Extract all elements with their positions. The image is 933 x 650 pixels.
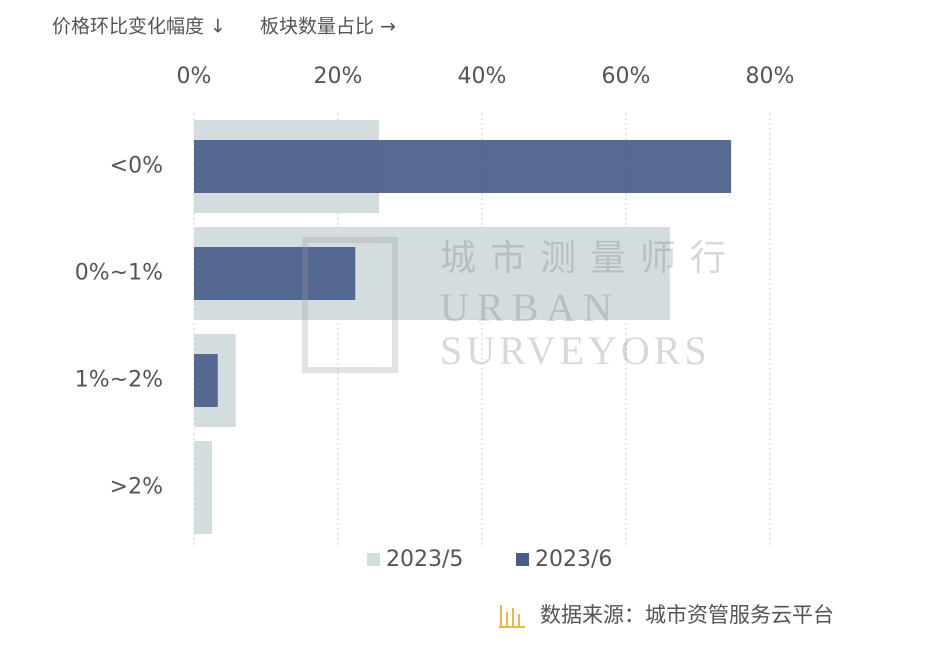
y-axis-note: 价格环比变化幅度 ↓	[52, 16, 226, 38]
x-tick-label: 80%	[746, 64, 795, 89]
y-tick-label: >2%	[110, 475, 163, 500]
bar	[194, 140, 732, 193]
watermark-en: URBAN	[440, 285, 620, 330]
legend-swatch	[516, 553, 529, 566]
x-axis-note: 板块数量占比 →	[260, 16, 396, 38]
legend-label: 2023/5	[386, 547, 463, 572]
y-tick-label: 1%~2%	[75, 368, 163, 393]
y-tick-label: 0%~1%	[75, 261, 163, 286]
x-tick-label: 60%	[602, 64, 651, 89]
bar	[194, 247, 356, 300]
legend-label: 2023/6	[535, 547, 612, 572]
bar	[194, 441, 212, 534]
source: 数据来源：城市资管服务云平台	[540, 603, 834, 627]
bar	[194, 354, 218, 407]
watermark-cn: 城市测量师行	[440, 238, 740, 279]
x-tick-label: 0%	[177, 64, 212, 89]
x-tick-label: 40%	[458, 64, 507, 89]
watermark-en: SURVEYORS	[440, 328, 711, 373]
watermark: 城市测量师行 URBAN SURVEYORS	[302, 237, 740, 373]
y-tick-label: <0%	[110, 154, 163, 179]
source-icon	[499, 605, 525, 628]
plot-area: 0% 20% 40% 60% 80% <0% 0%~1% 1%~2% >2% 2023/5 2023…	[75, 64, 795, 572]
watermark-logo	[302, 237, 398, 373]
legend-swatch	[367, 553, 380, 566]
x-tick-label: 20%	[314, 64, 363, 89]
